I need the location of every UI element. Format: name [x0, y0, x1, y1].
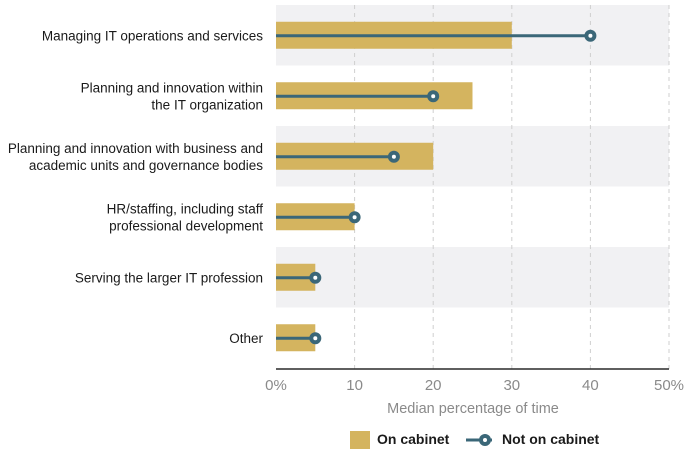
category-label: Managing IT operations and services	[42, 28, 263, 43]
category-label-line: the IT organization	[151, 97, 263, 112]
category-label-line: Managing IT operations and services	[42, 28, 263, 43]
x-tick-label: 30	[503, 377, 520, 394]
category-label: HR/staffing, including staff professional…	[107, 201, 264, 233]
not-on-cabinet-marker-center	[391, 154, 396, 159]
category-label-line: professional development	[109, 218, 263, 233]
category-label-line: academic units and governance bodies	[29, 158, 263, 173]
legend-not-on-cabinet-marker-center	[483, 438, 487, 442]
not-on-cabinet-marker-center	[313, 275, 318, 280]
row-bands	[276, 5, 669, 308]
category-label: Planning and innovation within the IT org…	[81, 80, 263, 112]
category-label-line: Serving the larger IT profession	[75, 270, 263, 285]
category-label-line: Planning and innovation with business an…	[8, 141, 263, 156]
legend-on-cabinet-swatch	[350, 431, 370, 449]
legend-not-on-cabinet-label: Not on cabinet	[502, 431, 600, 447]
x-tick-label: 20	[425, 377, 442, 394]
legend: On cabinet Not on cabinet	[350, 431, 600, 449]
x-tick-labels: 0% 10 20 30 40 50%	[265, 377, 684, 394]
row-band	[276, 247, 669, 308]
category-label: Other	[229, 331, 263, 346]
category-label-line: HR/staffing, including staff	[107, 201, 264, 216]
category-labels: Managing IT operations and services Plann…	[8, 28, 264, 346]
legend-on-cabinet-label: On cabinet	[377, 431, 450, 447]
category-label: Serving the larger IT profession	[75, 270, 263, 285]
not-on-cabinet-marker-center	[431, 94, 436, 99]
x-tick-label: 0%	[265, 377, 287, 394]
not-on-cabinet-marker-center	[313, 336, 318, 341]
x-tick-label: 10	[346, 377, 363, 394]
category-label-line: Other	[229, 331, 263, 346]
not-on-cabinet-lollipops	[276, 29, 597, 345]
category-label: Planning and innovation with business an…	[8, 141, 263, 173]
x-tick-label: 40	[582, 377, 599, 394]
x-axis-title: Median percentage of time	[387, 401, 559, 417]
x-tick-label: 50%	[654, 377, 684, 394]
category-label-line: Planning and innovation within	[81, 80, 263, 95]
not-on-cabinet-marker-center	[588, 33, 593, 38]
not-on-cabinet-marker-center	[352, 215, 357, 220]
